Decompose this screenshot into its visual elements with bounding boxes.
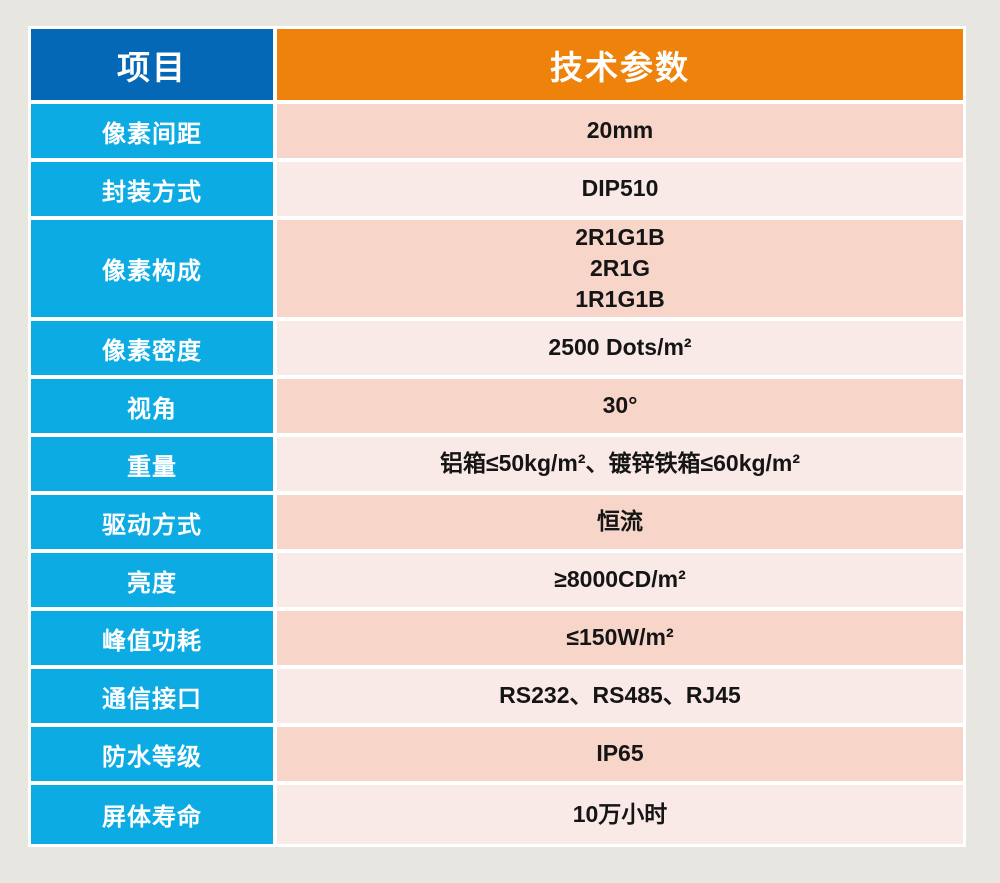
header-param-column: 技术参数 — [277, 29, 963, 100]
row-label-waterproof-rating: 防水等级 — [31, 727, 273, 781]
row-label-weight: 重量 — [31, 437, 273, 491]
row-value-pixel-density: 2500 Dots/m² — [277, 321, 963, 375]
row-value-comm-interface: RS232、RS485、RJ45 — [277, 669, 963, 723]
row-label-package-type: 封装方式 — [31, 162, 273, 216]
row-label-peak-power: 峰值功耗 — [31, 611, 273, 665]
spec-table: 项目 技术参数 像素间距 20mm 封装方式 DIP510 像素构成 2R1G1… — [28, 26, 966, 847]
row-label-comm-interface: 通信接口 — [31, 669, 273, 723]
row-label-screen-lifespan: 屏体寿命 — [31, 785, 273, 844]
row-value-package-type: DIP510 — [277, 162, 963, 216]
row-value-screen-lifespan: 10万小时 — [277, 785, 963, 844]
row-value-pixel-config: 2R1G1B 2R1G 1R1G1B — [277, 220, 963, 317]
row-label-drive-mode: 驱动方式 — [31, 495, 273, 549]
row-value-waterproof-rating: IP65 — [277, 727, 963, 781]
row-label-viewing-angle: 视角 — [31, 379, 273, 433]
row-label-pixel-density: 像素密度 — [31, 321, 273, 375]
row-label-pixel-config: 像素构成 — [31, 220, 273, 317]
row-value-drive-mode: 恒流 — [277, 495, 963, 549]
row-value-peak-power: ≤150W/m² — [277, 611, 963, 665]
row-value-weight: 铝箱≤50kg/m²、镀锌铁箱≤60kg/m² — [277, 437, 963, 491]
row-value-viewing-angle: 30° — [277, 379, 963, 433]
row-label-pixel-pitch: 像素间距 — [31, 104, 273, 158]
row-value-pixel-pitch: 20mm — [277, 104, 963, 158]
row-value-brightness: ≥8000CD/m² — [277, 553, 963, 607]
header-item-column: 项目 — [31, 29, 273, 100]
row-label-brightness: 亮度 — [31, 553, 273, 607]
